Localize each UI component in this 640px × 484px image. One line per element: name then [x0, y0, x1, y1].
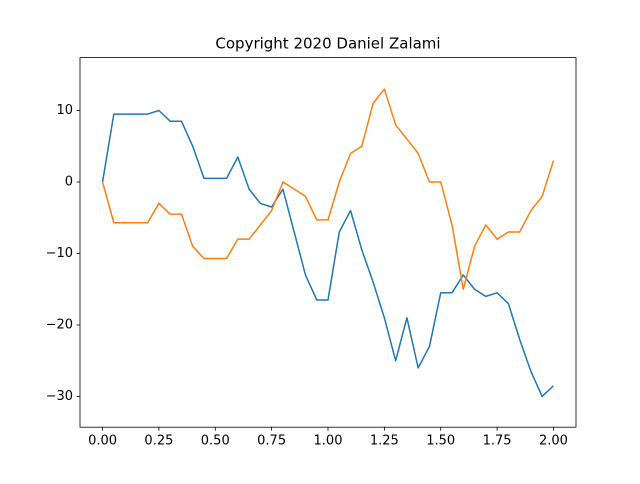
x-tick-label: 1.00 — [314, 434, 343, 449]
series-line — [101, 109, 554, 398]
x-tick-label: 2.00 — [539, 434, 568, 449]
x-tick-label: 0.75 — [257, 434, 286, 449]
y-tick-label: 0 — [65, 174, 73, 189]
x-tick-label: 0.50 — [201, 434, 230, 449]
chart-title: Copyright 2020 Daniel Zalami — [215, 35, 440, 53]
x-tick-label: 1.75 — [483, 434, 512, 449]
x-tick-label: 1.25 — [370, 434, 399, 449]
plot-frame — [79, 57, 577, 428]
y-tick-label: −20 — [46, 317, 73, 332]
y-tick-label: −30 — [46, 389, 73, 404]
x-tick-label: 0.00 — [88, 434, 117, 449]
y-tick-label: −10 — [46, 246, 73, 261]
y-tick-label: 10 — [56, 103, 73, 118]
series-line — [101, 88, 555, 290]
x-tick-label: 0.25 — [144, 434, 173, 449]
x-tick-label: 1.50 — [426, 434, 455, 449]
